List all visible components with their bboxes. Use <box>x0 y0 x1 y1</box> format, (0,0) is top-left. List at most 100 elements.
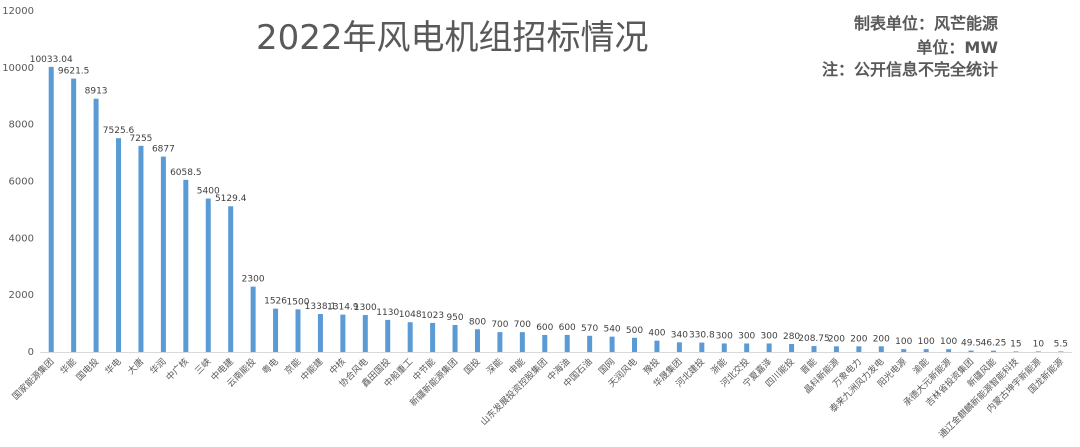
category-label: 中核 <box>327 356 348 377</box>
y-tick-label: 2000 <box>9 290 34 301</box>
bar <box>138 145 144 352</box>
bar <box>205 198 211 352</box>
bar <box>497 332 503 352</box>
bar <box>789 344 795 352</box>
bar <box>273 308 279 352</box>
data-label: 1338.1 <box>305 302 337 312</box>
bar <box>632 337 638 352</box>
bar <box>542 334 548 352</box>
data-label: 100 <box>918 337 935 347</box>
data-label: 1130 <box>376 308 399 318</box>
bar <box>407 322 413 352</box>
y-tick-label: 8000 <box>9 120 34 131</box>
bar <box>811 346 817 352</box>
data-label: 950 <box>446 313 463 323</box>
category-label: 粤电 <box>259 356 280 377</box>
category-label: 京能 <box>282 356 303 377</box>
bar <box>1035 351 1041 352</box>
data-label: 540 <box>603 325 620 335</box>
bar <box>474 329 480 352</box>
data-label: 1500 <box>287 297 310 307</box>
bar <box>1058 351 1064 352</box>
category-label: 大唐 <box>125 356 146 377</box>
bar <box>833 346 839 352</box>
data-label: 46.25 <box>981 339 1007 349</box>
data-label: 600 <box>536 323 553 333</box>
y-tick-label: 12000 <box>2 6 34 17</box>
bar <box>1013 351 1019 352</box>
bar <box>340 314 346 352</box>
data-label: 10033.04 <box>30 55 73 65</box>
category-label: 中能建 <box>298 356 326 384</box>
bar <box>452 325 458 352</box>
bar <box>93 98 99 352</box>
data-label: 200 <box>828 334 845 344</box>
bar <box>766 343 772 352</box>
chart-title: 2022年风电机组招标情况 <box>256 18 649 58</box>
data-label: 1300 <box>354 303 377 313</box>
category-label: 国电投 <box>74 356 102 384</box>
bar <box>183 179 189 352</box>
data-label: 300 <box>716 331 733 341</box>
category-label: 华能 <box>58 356 79 377</box>
bar <box>744 343 750 352</box>
data-label: 340 <box>671 330 688 340</box>
data-label: 700 <box>514 320 531 330</box>
data-label: 6058.5 <box>170 168 202 178</box>
data-label: 2300 <box>242 275 265 285</box>
bar <box>856 346 862 352</box>
bar <box>878 346 884 352</box>
bar <box>48 66 54 353</box>
y-tick-label: 6000 <box>9 177 34 188</box>
category-label: 国家能源集团 <box>10 356 57 403</box>
bar <box>923 349 929 352</box>
data-label: 400 <box>648 329 665 339</box>
bar <box>430 322 436 352</box>
data-label: 330.8 <box>689 331 715 341</box>
data-label: 1314.9 <box>327 303 359 313</box>
bar <box>228 206 234 352</box>
bar <box>587 335 593 352</box>
data-label: 300 <box>761 331 778 341</box>
bar <box>317 313 323 352</box>
data-label: 800 <box>469 317 486 327</box>
data-label: 700 <box>491 320 508 330</box>
chart-note-producer: 制表单位：风芒能源 <box>853 14 998 33</box>
bar <box>519 332 525 352</box>
bar <box>295 309 301 352</box>
category-label: 华润 <box>147 356 168 377</box>
category-label: 国投 <box>461 356 482 377</box>
bar <box>699 342 705 352</box>
y-tick-label: 4000 <box>9 233 34 244</box>
data-label: 6877 <box>152 145 175 155</box>
bar <box>609 336 615 352</box>
data-label: 15 <box>1010 339 1021 349</box>
category-label: 渝能 <box>910 356 931 377</box>
data-label: 8913 <box>85 87 108 97</box>
data-label: 200 <box>850 334 867 344</box>
data-label: 570 <box>581 324 598 334</box>
category-label: 深能 <box>484 356 505 377</box>
bar <box>946 349 952 352</box>
bar <box>676 342 682 352</box>
bar <box>721 343 727 352</box>
category-label: 三峡 <box>192 356 213 377</box>
data-label: 5129.4 <box>215 194 247 204</box>
bar <box>901 349 907 352</box>
bar <box>71 78 77 352</box>
y-tick-label: 0 <box>28 347 34 358</box>
data-label: 10 <box>1033 339 1045 349</box>
data-label: 49.5 <box>961 339 981 349</box>
chart-note-unit: 单位：MW <box>916 38 998 57</box>
data-label: 9621.5 <box>58 67 90 77</box>
category-label: 晋能 <box>798 356 819 377</box>
data-label: 500 <box>626 326 643 336</box>
data-label: 1023 <box>421 311 444 321</box>
category-label: 申能 <box>506 356 527 377</box>
bar <box>564 334 570 352</box>
data-label: 1048 <box>399 310 422 320</box>
y-tick-label: 10000 <box>2 63 34 74</box>
data-label: 600 <box>559 323 576 333</box>
chart-note-disclaimer: 注：公开信息不完全统计 <box>821 60 998 79</box>
